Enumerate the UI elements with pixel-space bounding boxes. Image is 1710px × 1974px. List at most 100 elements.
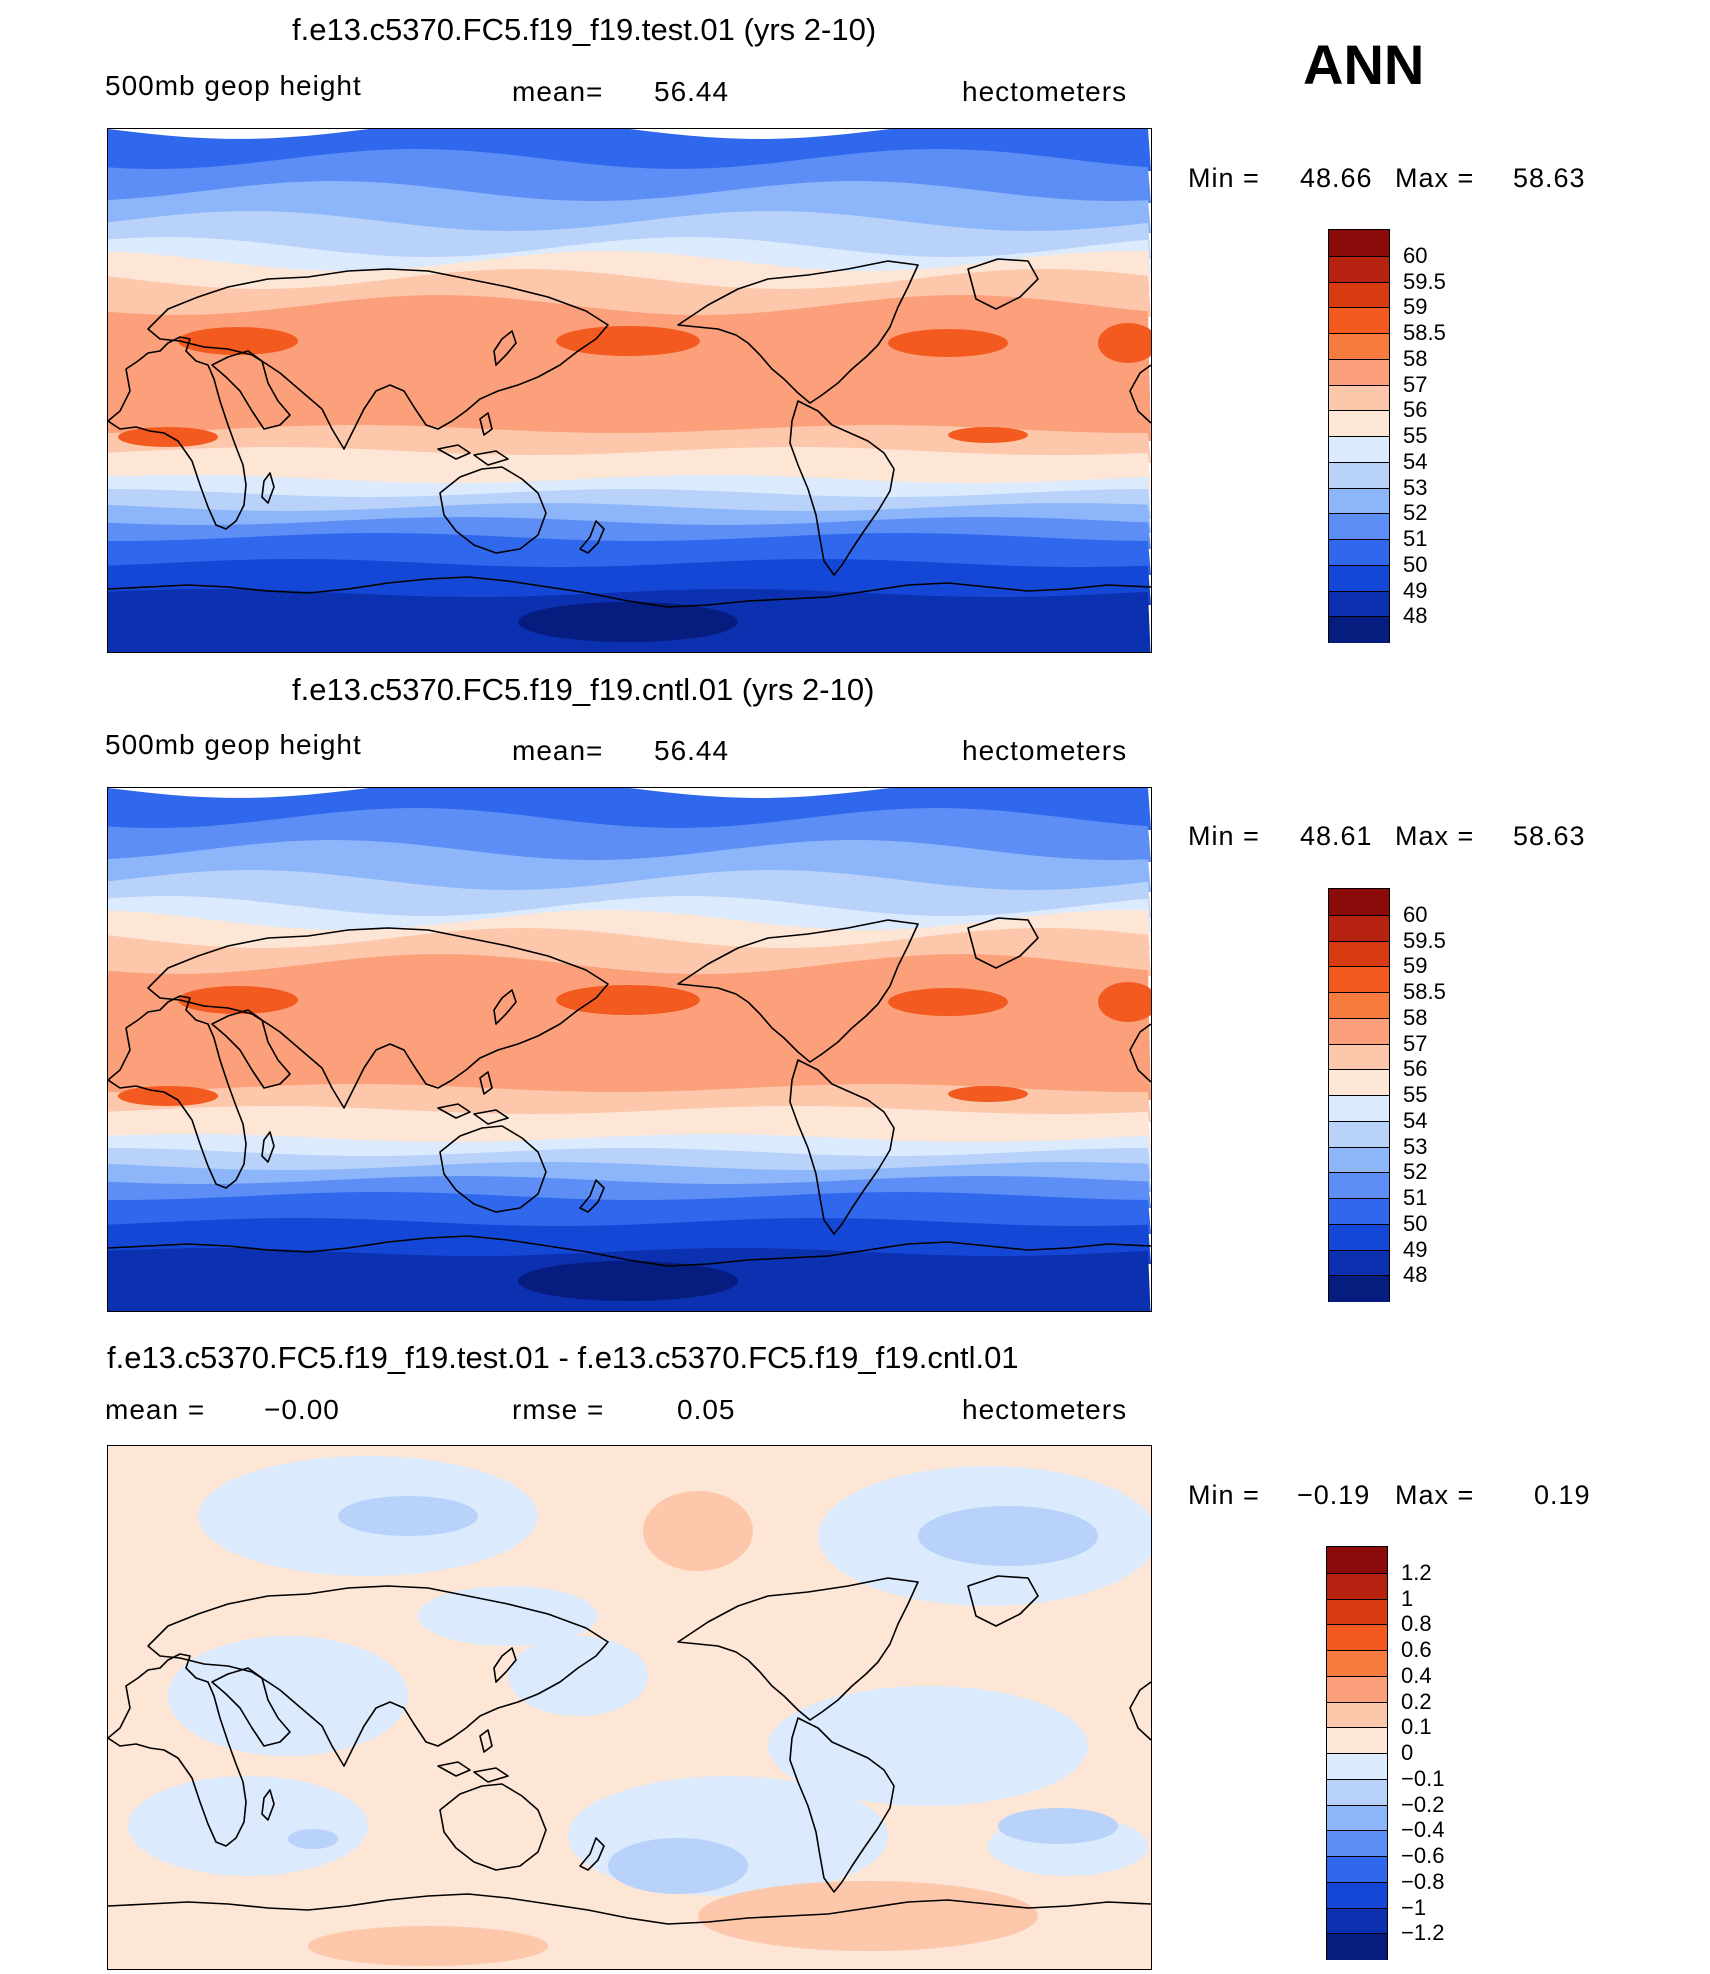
colorbar-label: 58.5	[1403, 320, 1446, 345]
colorbar-label: 51	[1403, 1185, 1428, 1210]
colorbar-label: 51	[1403, 526, 1428, 551]
colorbar-swatch	[1329, 461, 1389, 489]
negative-anomaly	[338, 1496, 478, 1536]
colorbar-swatch	[1329, 1095, 1389, 1122]
coastline	[677, 1577, 919, 1721]
colorbar-swatch	[1327, 1572, 1387, 1600]
variable-label: 500mb geop height	[105, 70, 362, 101]
colorbar-swatch	[1327, 1701, 1387, 1729]
colorbar-swatch	[1329, 255, 1389, 283]
coastline	[439, 1125, 547, 1213]
coastline	[479, 1071, 493, 1095]
negative-anomaly	[998, 1808, 1118, 1844]
colorbar-label: 0.2	[1401, 1688, 1432, 1714]
colorbar-label: −0.6	[1401, 1843, 1445, 1868]
colorbar-label: 58.5	[1403, 979, 1446, 1004]
map-panel	[107, 1445, 1152, 1970]
mean-label: mean=	[512, 76, 604, 107]
colorbar-swatch	[1329, 307, 1389, 334]
coastline	[789, 400, 895, 576]
contour-band	[108, 1218, 1151, 1264]
high-pressure-area	[118, 1086, 218, 1106]
colorbar-label: 59.5	[1403, 927, 1446, 953]
colorbar-label: 48	[1403, 603, 1428, 629]
min-label: Min =	[1188, 1480, 1260, 1510]
panel-title: f.e13.c5370.FC5.f19_f19.cntl.01 (yrs 2-1…	[292, 672, 875, 707]
colorbar-swatch	[1329, 410, 1389, 437]
coastline	[261, 472, 275, 504]
colorbar-swatch	[1327, 1881, 1387, 1909]
colorbar-label: 58	[1403, 345, 1428, 371]
colorbar-label: 0.8	[1401, 1611, 1432, 1637]
coastline	[211, 350, 291, 430]
contour-band	[108, 211, 1151, 259]
high-pressure-area	[888, 329, 1008, 357]
colorbar-swatch	[1329, 539, 1389, 566]
colorbar-label: 0.1	[1401, 1714, 1432, 1740]
colorbar-label: 60	[1403, 901, 1428, 927]
colorbar-label: −0.4	[1401, 1817, 1445, 1843]
min-label: Min =	[1188, 821, 1260, 851]
contour-band	[108, 910, 1151, 950]
coastline	[147, 268, 609, 450]
colorbar-swatch	[1327, 1753, 1387, 1780]
colorbar-label: 1.2	[1401, 1559, 1432, 1585]
colorbar-label: 53	[1403, 474, 1428, 500]
coastline	[211, 1009, 291, 1089]
coastline	[473, 1767, 509, 1783]
map-panel	[107, 128, 1152, 653]
coastline	[437, 1103, 471, 1119]
rmse-value: 0.05	[677, 1394, 736, 1425]
colorbar-label: 57	[1403, 371, 1428, 397]
mean-value: 56.44	[654, 735, 730, 766]
colorbar-label: 57	[1403, 1030, 1428, 1056]
colorbar-label: −1.2	[1401, 1920, 1445, 1946]
colorbar	[1328, 888, 1390, 1302]
coastline	[967, 917, 1039, 969]
coastline	[967, 1575, 1039, 1627]
coastline	[493, 330, 517, 366]
colorbar-swatch	[1329, 966, 1389, 993]
colorbar-swatch	[1327, 1598, 1387, 1626]
coastline	[473, 450, 509, 466]
colorbar-swatch	[1329, 1146, 1389, 1174]
coastline	[479, 1729, 493, 1753]
coastline	[789, 1717, 895, 1893]
colorbar-swatch	[1329, 513, 1389, 540]
colorbar-label: 55	[1403, 423, 1428, 448]
colorbar-swatch	[1329, 436, 1389, 463]
colorbar-swatch	[1329, 281, 1389, 309]
rmse-label: rmse =	[512, 1394, 605, 1425]
max-value: 58.63	[1513, 163, 1586, 193]
coastline	[579, 1837, 605, 1871]
coastline	[108, 995, 247, 1189]
colorbar-label: 59.5	[1403, 268, 1446, 294]
coastline	[1129, 1023, 1151, 1083]
coastline	[493, 1647, 517, 1683]
colorbar-label: 55	[1403, 1082, 1428, 1107]
colorbar-swatch	[1327, 1624, 1387, 1651]
coastline	[789, 1059, 895, 1235]
colorbar-swatch	[1329, 1069, 1389, 1096]
colorbar-swatch	[1329, 358, 1389, 386]
panel-title: f.e13.c5370.FC5.f19_f19.test.01 (yrs 2-1…	[292, 12, 877, 47]
colorbar-swatch	[1329, 1275, 1389, 1302]
coastline	[677, 260, 919, 404]
colorbar-swatch	[1329, 914, 1389, 942]
negative-anomaly	[918, 1506, 1098, 1566]
colorbar-swatch	[1329, 1198, 1389, 1225]
colorbar-label: 52	[1403, 500, 1428, 526]
coastline	[108, 1893, 1151, 1925]
colorbar-swatch	[1327, 1547, 1387, 1573]
colorbar-swatch	[1329, 889, 1389, 915]
min-value: 48.66	[1300, 163, 1373, 193]
ann-label: ANN	[1303, 33, 1425, 96]
colorbar-label: 50	[1403, 551, 1428, 577]
coastline	[677, 919, 919, 1063]
colorbar-swatch	[1329, 616, 1389, 643]
colorbar-swatch	[1327, 1933, 1387, 1960]
colorbar-swatch	[1329, 230, 1389, 256]
positive-anomaly	[698, 1881, 1038, 1951]
negative-anomaly	[768, 1686, 1088, 1806]
contour-band	[108, 1106, 1151, 1150]
